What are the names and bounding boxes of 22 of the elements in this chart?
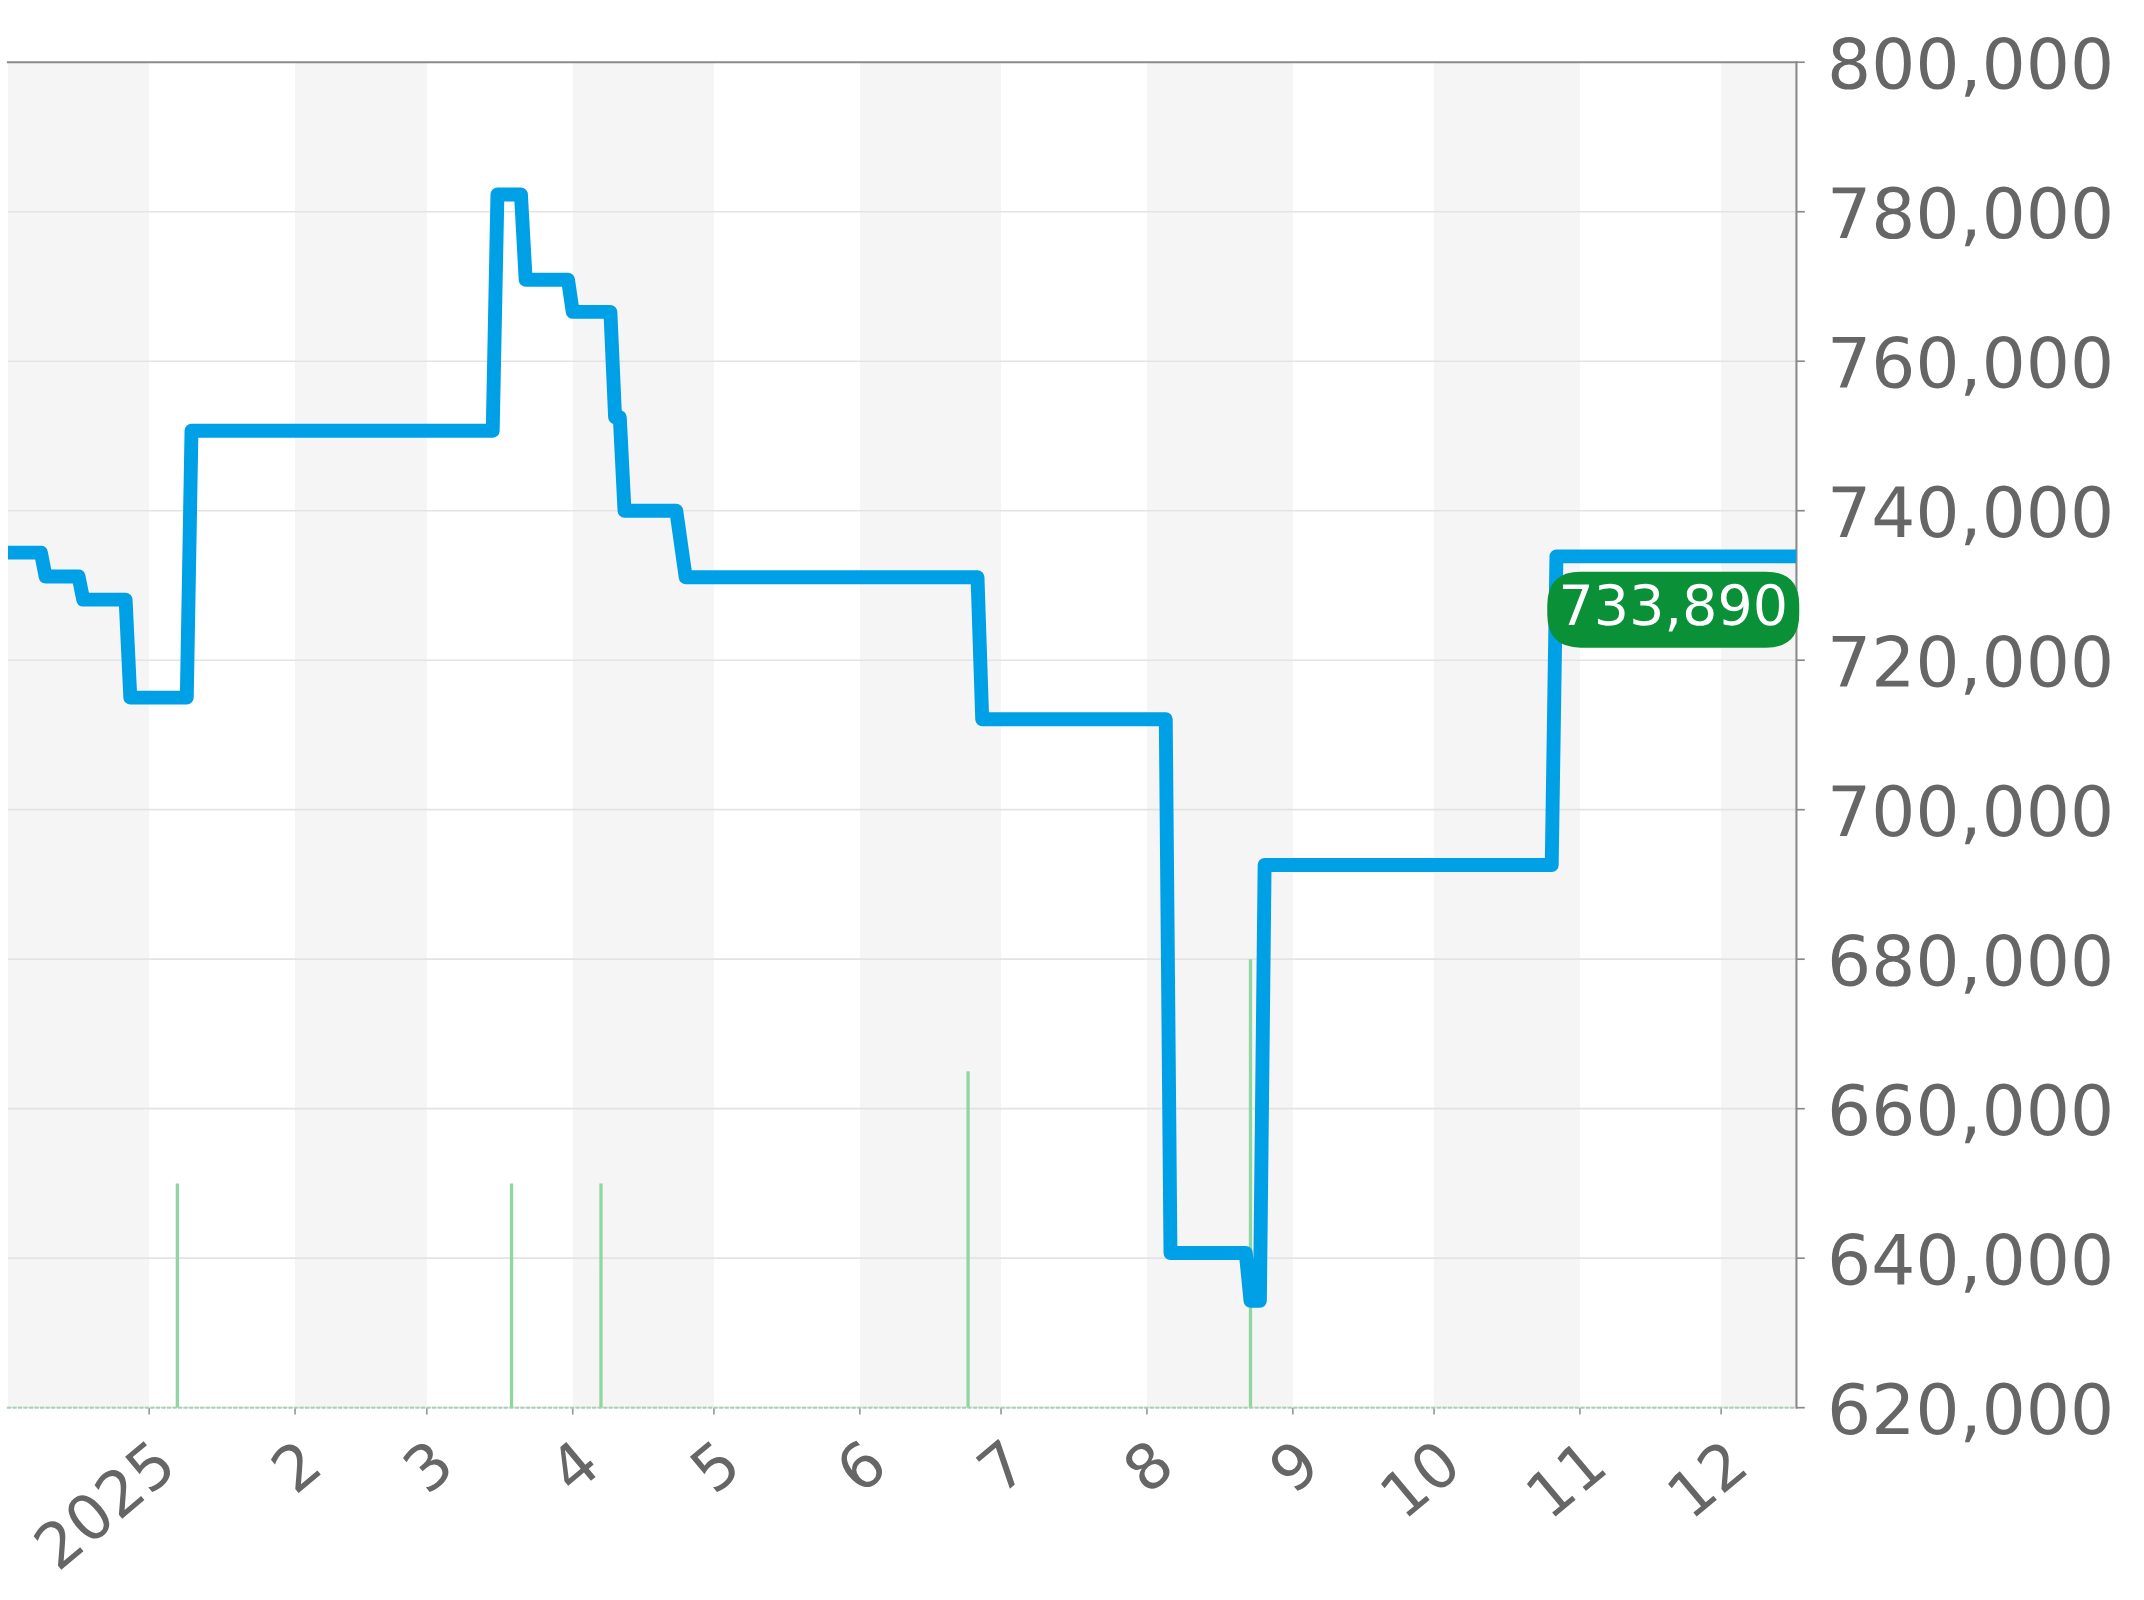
y-tick-label: 660,000 [1831,1083,2110,1144]
y-tick-label: 640,000 [1831,1233,2110,1293]
x-tick-label: 3 [400,1438,455,1494]
y-tick-label: 740,000 [1832,485,2110,546]
y-tick-label: 700,000 [1832,784,2110,845]
y-tick-label: 780,000 [1832,186,2110,247]
y-tick-label: 680,000 [1831,934,2110,994]
x-tick-label: 6 [833,1437,888,1494]
annotation: 733,890 [1562,583,1785,632]
y-tick-label: 620,000 [1831,1382,2110,1443]
x-tick-label: 8 [1120,1437,1175,1494]
x-tick-label: 7 [975,1438,1028,1493]
x-tick-label: 5 [688,1439,741,1494]
x-tick-label: 9 [1266,1437,1321,1495]
x-tick-label: 2 [268,1438,321,1494]
y-tick-label: 720,000 [1832,635,2110,695]
x-tick-label: 11 [1525,1439,1607,1518]
x-tick-label: 4 [545,1437,601,1495]
y-tick-label: 800,000 [1831,37,2110,97]
y-tick-label: 760,000 [1832,336,2110,396]
x-tick-label: 12 [1666,1438,1747,1518]
x-tick-label: 10 [1379,1437,1462,1518]
